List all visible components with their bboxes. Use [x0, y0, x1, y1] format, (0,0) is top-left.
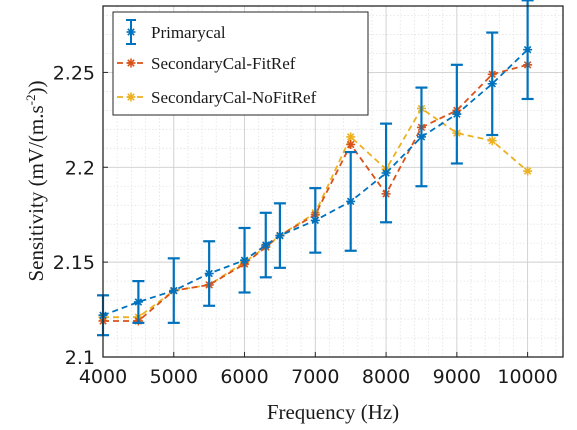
- data-point: [204, 269, 214, 279]
- x-tick-label: 8000: [362, 366, 410, 388]
- data-point: [310, 215, 320, 225]
- data-point: [523, 45, 533, 55]
- x-tick-label: 10000: [497, 366, 557, 388]
- marker-stroke: [346, 140, 355, 149]
- data-point: [523, 166, 533, 176]
- legend: Primarycal SecondaryCal-FitRef SecondaryCa…: [112, 11, 369, 116]
- y-axis-title-main: Sensitivity (mV/(m.s: [24, 105, 48, 281]
- legend-label: SecondaryCal-NoFitRef: [151, 88, 317, 107]
- marker-stroke: [382, 169, 390, 177]
- legend-item: SecondaryCal-NoFitRef: [117, 88, 317, 107]
- y-tick-label: 2.15: [53, 252, 95, 274]
- marker-stroke: [205, 269, 213, 278]
- marker-stroke: [311, 216, 320, 225]
- x-axis-title: Frequency (Hz): [267, 400, 399, 424]
- y-axis-title-end: )): [24, 80, 48, 94]
- data-point: [487, 136, 497, 146]
- marker-stroke: [170, 286, 178, 295]
- series-line: [103, 63, 528, 322]
- marker-stroke: [488, 136, 496, 145]
- legend-marker: [126, 27, 136, 37]
- data-point: [261, 240, 271, 250]
- data-point: [416, 132, 426, 142]
- marker-stroke: [346, 197, 355, 206]
- legend-label: Primarycal: [151, 23, 226, 42]
- marker-stroke: [262, 241, 270, 249]
- legend-box: [112, 11, 369, 116]
- marker-stroke: [453, 110, 461, 118]
- data-point: [346, 132, 356, 142]
- marker-stroke: [523, 167, 532, 175]
- x-tick-labels: 4000 5000 6000 7000 8000 9000 10000: [79, 366, 558, 388]
- series-Primarycal: [97, 0, 534, 337]
- legend-marker: [126, 92, 136, 102]
- marker-stroke: [276, 231, 284, 240]
- legend-marker: [126, 58, 136, 68]
- data-point: [240, 255, 250, 265]
- marker-stroke: [127, 93, 135, 101]
- x-tick-label: 7000: [291, 366, 339, 388]
- data-point: [452, 109, 462, 119]
- x-tick-label: 9000: [433, 366, 481, 388]
- data-point: [346, 140, 356, 150]
- plot-frame: [102, 5, 564, 358]
- marker-stroke: [417, 133, 426, 141]
- series-line: [102, 48, 529, 317]
- data-point: [487, 79, 497, 89]
- marker-stroke: [346, 133, 355, 141]
- legend-label: SecondaryCal-FitRef: [151, 54, 296, 73]
- legend-item: Primarycal: [126, 19, 226, 45]
- series-layer: [97, 0, 534, 337]
- marker-stroke: [240, 256, 249, 264]
- x-tick-label: 6000: [220, 366, 268, 388]
- data-point: [346, 196, 356, 206]
- y-tick-label: 2.1: [65, 347, 95, 369]
- y-axis-title: Sensitivity (mV/(m.s-2)): [23, 80, 48, 281]
- data-point: [169, 286, 179, 296]
- data-point: [381, 168, 391, 178]
- marker-stroke: [134, 298, 143, 306]
- data-point: [133, 297, 143, 307]
- marker-stroke: [127, 28, 135, 36]
- marker-stroke: [488, 80, 496, 88]
- legend-item: SecondaryCal-FitRef: [117, 54, 296, 73]
- y-tick-labels: 2.1 2.15 2.2 2.25: [53, 62, 95, 369]
- y-tick-label: 2.2: [65, 157, 95, 179]
- marker-stroke: [523, 45, 532, 54]
- x-tick-label: 4000: [79, 366, 127, 388]
- y-axis-title-superscript: -2: [23, 94, 38, 105]
- x-tick-label: 5000: [150, 366, 198, 388]
- y-tick-label: 2.25: [53, 62, 95, 84]
- data-point: [275, 231, 285, 241]
- marker-stroke: [127, 59, 135, 67]
